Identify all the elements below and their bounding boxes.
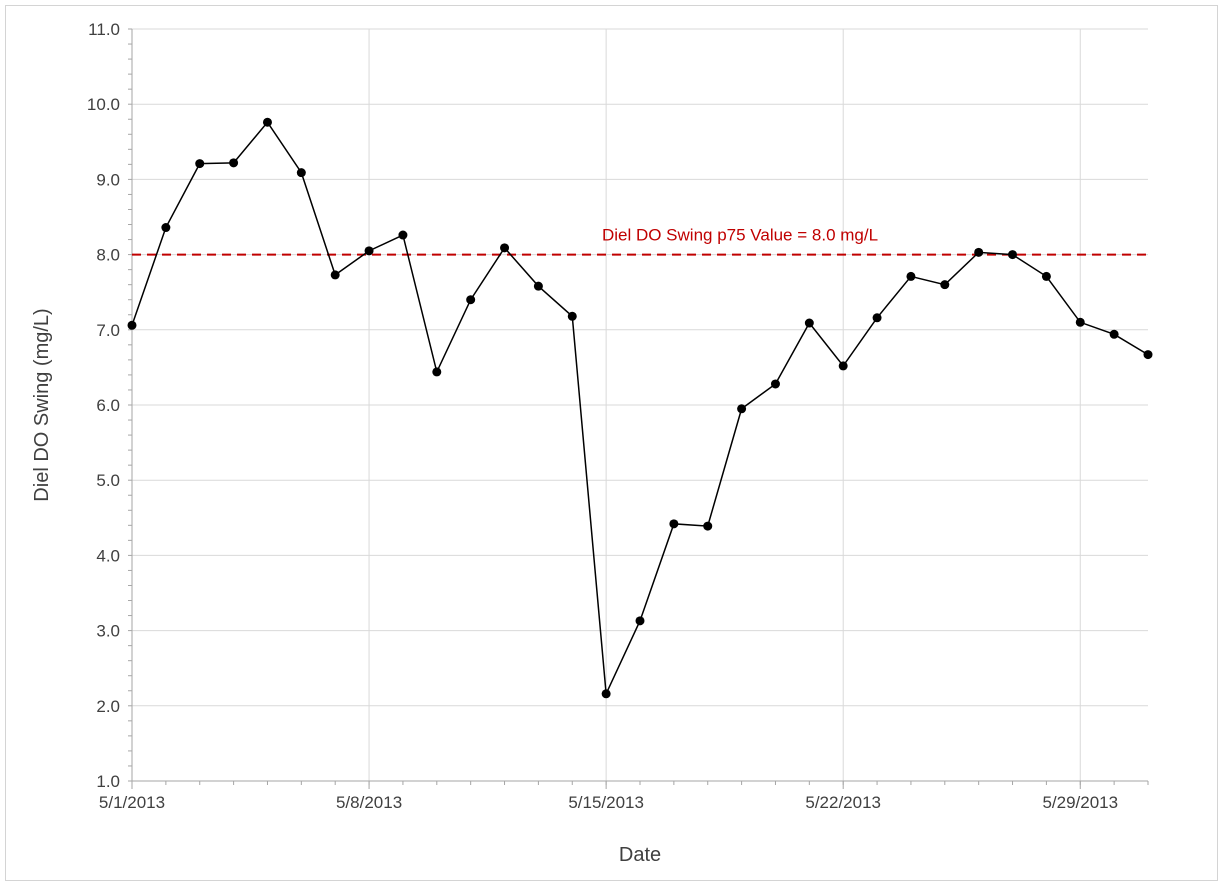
- data-point: [195, 159, 205, 169]
- data-point: [906, 271, 916, 281]
- data-point: [1143, 350, 1153, 360]
- data-point: [635, 616, 645, 626]
- y-tick-label: 3.0: [96, 622, 120, 641]
- data-point: [1109, 329, 1119, 339]
- y-tick-label: 1.0: [96, 772, 120, 791]
- data-point: [737, 404, 747, 414]
- x-tick-label: 5/22/2013: [805, 793, 881, 812]
- reference-line-label: Diel DO Swing p75 Value = 8.0 mg/L: [602, 226, 878, 245]
- data-point: [1008, 250, 1018, 260]
- y-tick-label: 4.0: [96, 546, 120, 565]
- data-point: [804, 318, 814, 328]
- y-tick-label: 5.0: [96, 471, 120, 490]
- data-point: [1075, 317, 1085, 327]
- data-point: [466, 295, 476, 305]
- x-tick-label: 5/1/2013: [99, 793, 165, 812]
- series-line: [131, 121, 1149, 697]
- data-point: [703, 521, 713, 531]
- data-point: [940, 280, 950, 290]
- data-point: [533, 281, 543, 291]
- data-point: [161, 223, 171, 233]
- axes: [128, 28, 1149, 789]
- data-point: [669, 519, 679, 529]
- y-tick-label: 11.0: [88, 20, 120, 39]
- y-tick-label: 9.0: [96, 170, 120, 189]
- data-point: [1041, 271, 1051, 281]
- data-point: [398, 230, 408, 240]
- y-axis-title: Diel DO Swing (mg/L): [31, 308, 53, 501]
- y-tick-label: 6.0: [96, 396, 120, 415]
- gridlines: [131, 28, 1148, 782]
- data-point: [229, 158, 239, 168]
- data-point: [770, 379, 780, 389]
- chart-frame: [5, 5, 1218, 881]
- x-axis-title: Date: [619, 844, 661, 866]
- reference-line-group: Diel DO Swing p75 Value = 8.0 mg/L: [132, 226, 1148, 256]
- data-point: [567, 311, 577, 321]
- data-point: [127, 320, 137, 330]
- data-point: [432, 367, 442, 377]
- data-point: [500, 243, 510, 253]
- data-point: [262, 117, 272, 127]
- data-point: [974, 247, 984, 257]
- data-point: [330, 270, 340, 280]
- x-tick-label: 5/29/2013: [1042, 793, 1118, 812]
- series-group: [127, 117, 1153, 699]
- x-tick-label: 5/8/2013: [336, 793, 402, 812]
- x-tick-labels: 5/1/2013 5/8/2013 5/15/2013 5/22/2013 5/29/2…: [99, 793, 1118, 812]
- data-point: [296, 168, 306, 178]
- data-point: [364, 246, 374, 256]
- y-tick-label: 8.0: [96, 246, 120, 265]
- y-tick-label: 10.0: [87, 95, 120, 114]
- y-tick-labels: 1.0 2.0 3.0 4.0 5.0 6.0 7.0 8.0 9.0 10.0 11.0: [87, 20, 120, 791]
- data-point: [838, 361, 848, 371]
- data-point: [872, 313, 882, 323]
- y-tick-label: 2.0: [96, 697, 120, 716]
- y-tick-label: 7.0: [96, 321, 120, 340]
- x-tick-label: 5/15/2013: [568, 793, 644, 812]
- data-point: [601, 689, 611, 699]
